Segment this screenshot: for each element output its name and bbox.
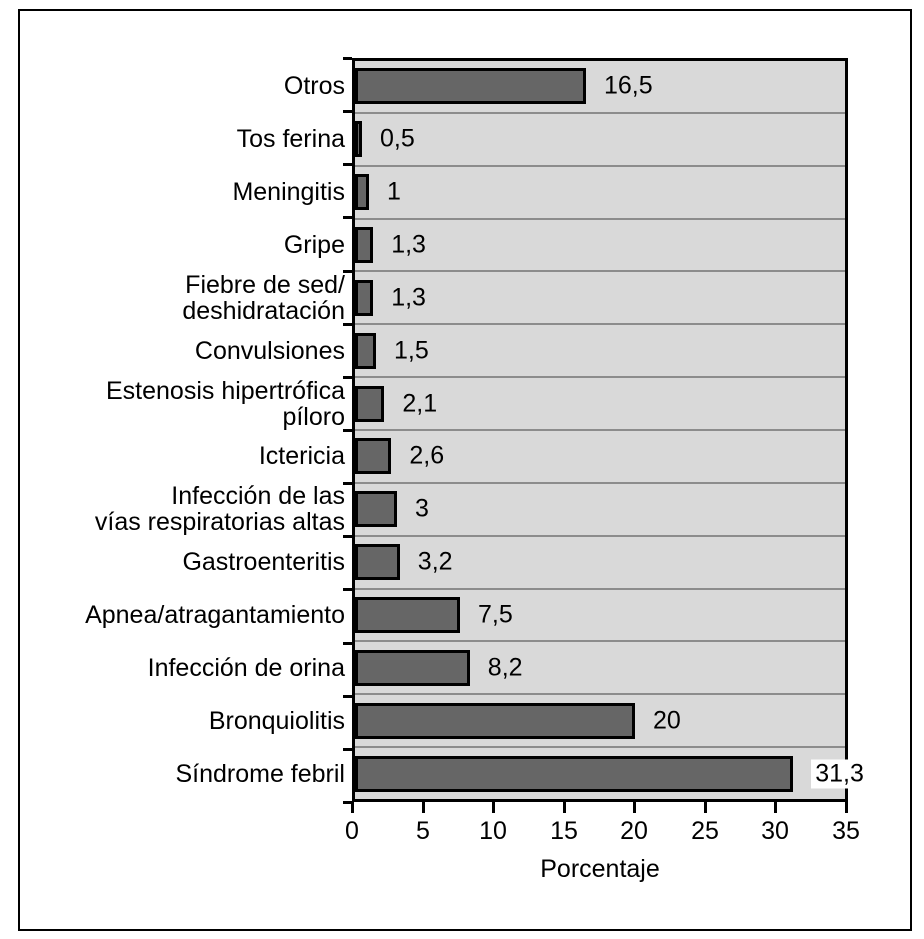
chart-row: 1,3 [355, 272, 845, 326]
x-axis-label: Porcentaje [540, 855, 660, 883]
x-tick-label: 35 [832, 817, 860, 845]
category-label: Convulsiones [194, 336, 345, 365]
y-tick [343, 57, 352, 60]
category-label: Apnea/atragantamiento [85, 601, 345, 630]
chart-row: 31,3 [355, 748, 868, 799]
y-tick [343, 695, 352, 698]
chart-row: 1,3 [355, 220, 845, 273]
bar-value-label: 3 [414, 494, 429, 523]
bar [355, 385, 385, 422]
y-tick [343, 535, 352, 538]
bar-value-label: 8,2 [487, 653, 523, 682]
y-tick [343, 216, 352, 219]
chart-row: 2,6 [355, 431, 845, 484]
x-tick [774, 802, 777, 813]
category-label: Bronquiolitis [208, 706, 345, 735]
bar [355, 227, 374, 263]
bar-value-label: 1,3 [391, 230, 426, 259]
y-tick [343, 642, 352, 645]
bar [355, 491, 397, 528]
x-tick-label: 0 [345, 817, 359, 845]
category-labels: Otros Tos ferina Meningitis Gripe Fiebre de … [22, 60, 345, 800]
bar [355, 438, 392, 475]
x-tick-label: 5 [416, 817, 430, 845]
category-label: Fiebre de sed/ deshidratación [182, 270, 345, 325]
x-tick-label: 10 [479, 817, 507, 845]
bar-value-label: 3,2 [417, 547, 453, 576]
chart-row: 20 [355, 695, 845, 749]
chart-row: 16,5 [355, 61, 845, 114]
y-tick [343, 801, 352, 804]
category-label: Otros [283, 72, 345, 101]
bar-value-label: 7,5 [478, 600, 513, 629]
bar [355, 755, 794, 792]
chart-row: 7,5 [355, 590, 845, 643]
bar [355, 279, 374, 316]
bar-value-label: 1,5 [394, 336, 429, 365]
bar-value-label: 1 [387, 177, 401, 206]
category-label: Infección de las vías respiratorias alta… [94, 482, 345, 537]
category-label: Gastroenteritis [182, 548, 345, 577]
x-tick-label: 20 [620, 817, 648, 845]
figure-border [18, 9, 912, 931]
x-tick-label: 25 [691, 817, 719, 845]
x-tick [633, 802, 636, 813]
y-tick [343, 429, 352, 432]
x-tick [845, 802, 848, 813]
bar [355, 332, 376, 369]
chart-row: 1,5 [355, 325, 845, 379]
category-label: Tos ferina [236, 125, 345, 154]
bar-value-label: 1,3 [391, 283, 426, 312]
y-tick [343, 110, 352, 113]
chart-row: 0,5 [355, 114, 845, 167]
chart-row: 3 [355, 484, 845, 537]
x-tick-label: 15 [550, 817, 578, 845]
bar-value-label: 31,3 [811, 759, 868, 789]
y-tick [343, 588, 352, 591]
category-label: Gripe [283, 231, 345, 259]
category-label: Síndrome febril [175, 759, 345, 788]
bar-value-label: 16,5 [604, 71, 653, 100]
y-tick [343, 482, 352, 485]
plot-area: 16,5 0,5 1 1,3 1,3 1,5 2,1 2,6 3 3,2 7,5 8,2 20 31,3 [352, 58, 868, 802]
x-tick [704, 802, 707, 813]
x-tick [422, 802, 425, 813]
x-tick-label: 30 [761, 817, 789, 845]
bar-value-label: 0,5 [380, 124, 415, 153]
bar-value-label: 2,1 [402, 389, 438, 418]
chart-row: 1 [355, 167, 845, 220]
bar [355, 121, 362, 158]
bar [355, 544, 400, 581]
bar [355, 702, 635, 739]
x-tick [492, 802, 495, 813]
category-label: Meningitis [232, 178, 345, 207]
bar-value-label: 2,6 [409, 441, 445, 470]
plot-rows: 16,5 0,5 1 1,3 1,3 1,5 2,1 2,6 3 3,2 7,5 8,2 20 31,3 [355, 61, 868, 799]
category-label: Ictericia [258, 442, 345, 471]
y-tick [343, 376, 352, 379]
y-tick [343, 163, 352, 166]
y-tick [343, 748, 352, 751]
chart-row: 3,2 [355, 537, 845, 590]
category-label: Estenosis hipertrófica píloro [105, 376, 345, 431]
x-tick [563, 802, 566, 813]
chart-row: 2,1 [355, 378, 845, 432]
x-tick [351, 802, 354, 813]
y-tick [343, 323, 352, 326]
chart-row: 8,2 [355, 642, 845, 696]
bar [355, 174, 369, 211]
category-label: Infección de orina [147, 653, 345, 682]
bar [355, 597, 460, 634]
bar-value-label: 20 [652, 706, 681, 735]
y-tick [343, 270, 352, 273]
bar [355, 649, 470, 686]
bar [355, 68, 586, 105]
